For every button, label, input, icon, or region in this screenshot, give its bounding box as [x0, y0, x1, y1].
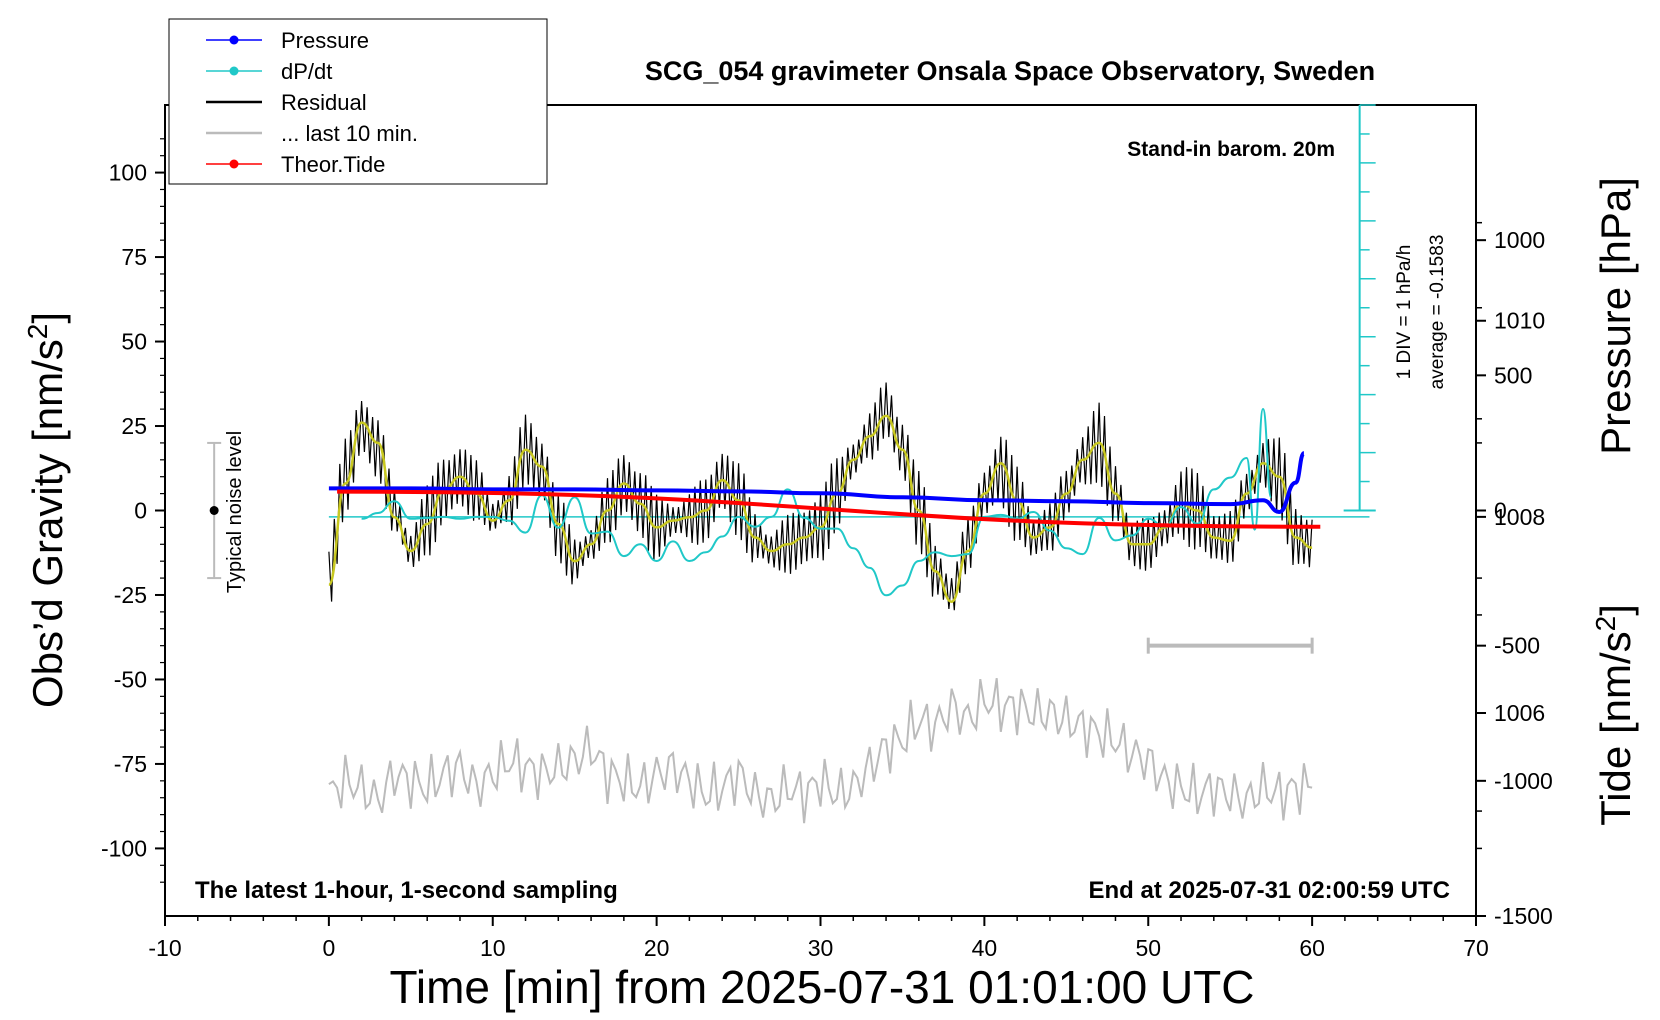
dpdt-scale-label: 1 DIV = 1 hPa/h: [1394, 245, 1415, 380]
pressure-series: [328, 451, 1306, 515]
y-left-tick-label: 25: [121, 413, 147, 439]
legend-label: Theor.Tide: [281, 152, 385, 177]
x-tick-label: 10: [480, 935, 506, 961]
y-left-tick-label: 75: [121, 244, 147, 270]
end-time-note: End at 2025-07-31 02:00:59 UTC: [1089, 877, 1451, 904]
y-tide-tick-label: 0: [1494, 498, 1507, 524]
noise-label: Typical noise level: [224, 431, 246, 593]
x-tick-label: 30: [808, 935, 834, 961]
x-tick-label: 50: [1135, 935, 1161, 961]
y-pressure-tick-label: 1006: [1494, 700, 1545, 726]
y-left-tick-label: -25: [114, 582, 147, 608]
y-tide-tick-label: -500: [1494, 633, 1540, 659]
theoretical-tide-series: [337, 489, 1321, 529]
y-left-tick-label: 0: [134, 498, 147, 524]
y-pressure-tick-label: 1008: [1494, 504, 1545, 530]
y-left-tick-label: -50: [114, 666, 147, 692]
y-tide-tick-label: -1500: [1494, 903, 1553, 929]
legend-marker: [229, 159, 239, 169]
last-10-min-bar: [1146, 637, 1314, 654]
y-axis-left-label: Obs’d Gravity [nm/s2]: [22, 312, 72, 708]
legend-marker: [229, 35, 239, 45]
x-tick-label: -10: [148, 935, 181, 961]
x-tick-label: 70: [1463, 935, 1489, 961]
y-pressure-tick-label: 1010: [1494, 308, 1545, 334]
last-10-min-series: [328, 678, 1313, 824]
chart-title: SCG_054 gravimeter Onsala Space Observat…: [645, 56, 1375, 86]
typical-noise-bar: [207, 441, 222, 580]
y-left-tick-label: -100: [101, 835, 147, 861]
y-left-tick-label: -75: [114, 751, 147, 777]
x-tick-label: 20: [644, 935, 670, 961]
legend-label: Pressure: [281, 28, 369, 53]
y-left-tick-label: 100: [109, 160, 147, 186]
dpdt-scale-bar: [1343, 104, 1376, 512]
x-tick-label: 40: [972, 935, 998, 961]
noise-bar-center: [209, 506, 219, 515]
barometer-note: Stand-in barom. 20m: [1127, 138, 1335, 161]
y-axis-pressure-ticks: 1006 1008 1010: [1476, 221, 1545, 812]
dpdt-average-label: average = -0.1583: [1427, 235, 1448, 390]
y-axis-tide-label: Tide [nm/s2]: [1590, 604, 1640, 826]
legend-marker: [229, 66, 239, 76]
x-axis-label: Time [min] from 2025-07-31 01:01:00 UTC: [390, 961, 1255, 1013]
y-tide-tick-label: 1000: [1494, 227, 1545, 253]
y-axis-tide-ticks: -1500 -1000 -500 0 500 1000: [1476, 227, 1553, 929]
legend-label: dP/dt: [281, 59, 332, 84]
y-left-tick-label: 50: [121, 329, 147, 355]
y-axis-left-ticks: -100 -75 -50 -25 0 25 50 75 100: [101, 138, 165, 883]
legend-label: Residual: [281, 90, 367, 115]
latest-note: The latest 1-hour, 1-second sampling: [195, 877, 618, 904]
residual-smoothed-series: [327, 414, 1313, 603]
legend-label: ... last 10 min.: [281, 121, 418, 146]
y-tide-tick-label: 500: [1494, 362, 1532, 388]
x-tick-label: 60: [1299, 935, 1325, 961]
y-axis-pressure-label: Pressure [hPa]: [1592, 177, 1639, 455]
y-tide-tick-label: -1000: [1494, 768, 1553, 794]
legend: Pressure dP/dt Residual ... last 10 min. The…: [168, 18, 548, 185]
x-tick-label: 0: [322, 935, 335, 961]
dpdt-series: [361, 407, 1273, 597]
x-axis-ticks: -10 0 10 20 30 40 50 60 70: [148, 916, 1489, 961]
